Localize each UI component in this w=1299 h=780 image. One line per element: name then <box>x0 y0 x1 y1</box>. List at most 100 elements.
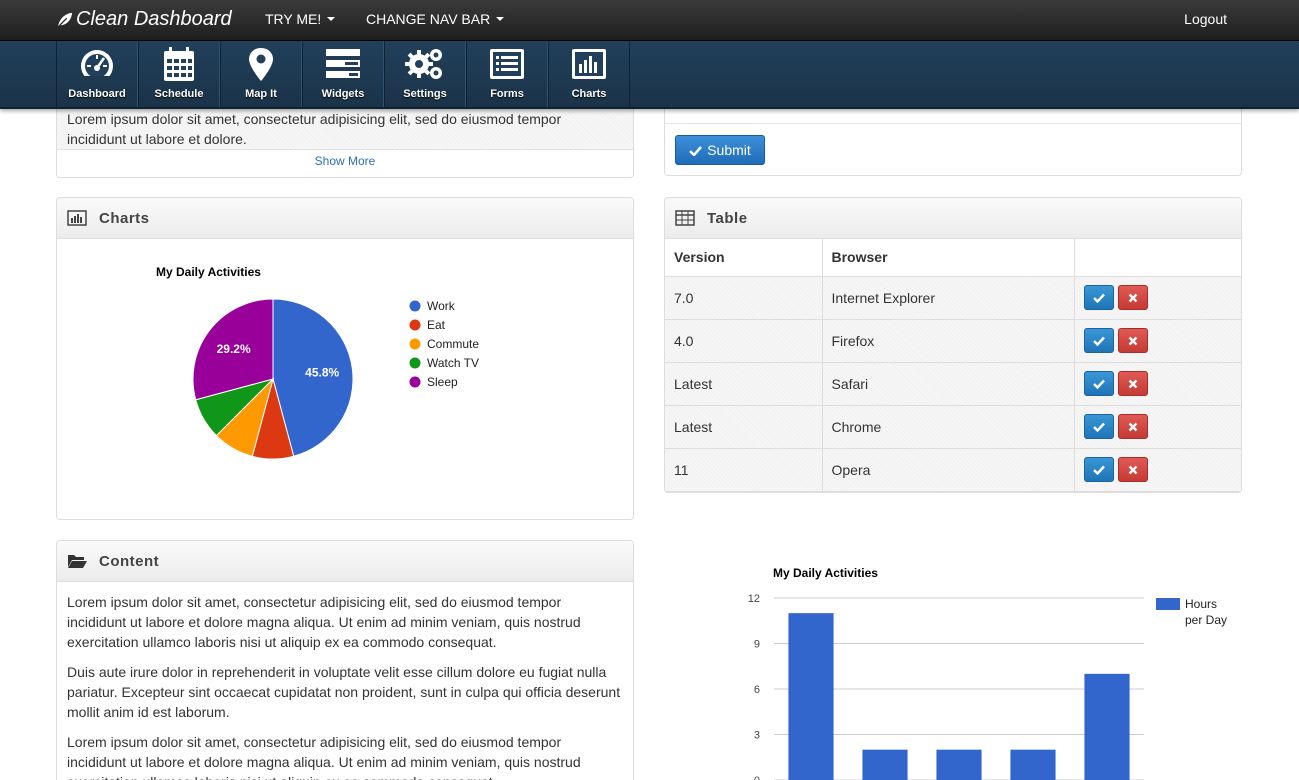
nav-label: Forms <box>490 88 524 100</box>
widgets-icon <box>326 49 360 78</box>
bar-chart-icon <box>67 210 87 226</box>
close-icon <box>1128 422 1137 431</box>
close-icon <box>1128 379 1137 388</box>
check-icon <box>1092 465 1105 475</box>
content-panel-title: Content <box>99 552 160 570</box>
column-header-browser: Browser <box>822 239 1075 277</box>
cell-browser: Internet Explorer <box>822 276 1075 320</box>
table-row: 11 Opera <box>665 448 1241 492</box>
bar-chart-title: My Daily Activities <box>773 566 878 580</box>
content-paragraph: Lorem ipsum dolor sit amet, consectetur … <box>67 734 581 780</box>
check-icon <box>1092 379 1105 389</box>
cell-actions <box>1074 405 1241 449</box>
cell-actions <box>1074 276 1241 320</box>
approve-button[interactable] <box>1083 285 1114 310</box>
close-icon <box>1128 465 1137 474</box>
approve-button[interactable] <box>1083 414 1114 439</box>
bar-sleep[interactable] <box>1084 673 1130 780</box>
table-row: 4.0 Firefox <box>665 319 1241 363</box>
content-paragraph: Duis aute irure dolor in reprehenderit i… <box>67 664 621 720</box>
nav-label: Settings <box>403 88 447 100</box>
cell-browser: Firefox <box>822 319 1075 363</box>
nav-charts[interactable]: Charts <box>548 41 630 107</box>
legend-label: Eat <box>427 318 446 332</box>
bar-commute[interactable] <box>936 749 982 780</box>
legend-dot <box>409 376 421 388</box>
content-paragraph: Lorem ipsum dolor sit amet, consectetur … <box>67 594 581 650</box>
change-nav-bar-menu[interactable]: CHANGE NAV BAR <box>366 11 505 27</box>
approve-button[interactable] <box>1083 328 1114 353</box>
nav-forms[interactable]: Forms <box>466 41 548 107</box>
table-icon <box>675 210 695 226</box>
folder-open-icon <box>68 555 87 568</box>
table-panel-header: Table <box>665 198 1241 239</box>
nav-widgets[interactable]: Widgets <box>302 41 384 107</box>
y-tick-label: 3 <box>754 730 760 742</box>
delete-button[interactable] <box>1117 414 1148 439</box>
close-icon <box>1128 293 1137 302</box>
nav-dashboard[interactable]: Dashboard <box>56 41 138 107</box>
nav-label: Map It <box>245 88 277 100</box>
approve-button[interactable] <box>1083 371 1114 396</box>
bar-eat[interactable] <box>862 749 908 780</box>
caret-down-icon <box>496 17 505 21</box>
calendar-icon <box>164 47 194 81</box>
cell-actions <box>1074 448 1241 492</box>
legend-dot <box>409 319 421 331</box>
delete-button[interactable] <box>1117 371 1148 396</box>
table-row: Latest Chrome <box>665 405 1241 449</box>
show-more-link[interactable]: Show More <box>57 149 633 171</box>
nav-label: Charts <box>571 88 607 100</box>
logout-link[interactable]: Logout <box>1184 11 1227 27</box>
cell-actions <box>1074 319 1241 363</box>
table-header-row: Version Browser <box>665 239 1241 277</box>
content-body: Lorem ipsum dolor sit amet, consectetur … <box>57 582 633 780</box>
approve-button[interactable] <box>1083 457 1114 482</box>
bar-watch-tv[interactable] <box>1010 749 1056 780</box>
bar-chart-icon <box>572 49 606 79</box>
column-header-actions <box>1074 239 1241 277</box>
column-header-version: Version <box>665 239 823 277</box>
nav-settings[interactable]: Settings <box>384 41 466 107</box>
legend-label: Work <box>427 299 456 313</box>
check-icon <box>689 145 703 156</box>
cell-actions <box>1074 362 1241 406</box>
pie-slice-label: 29.2% <box>217 342 251 356</box>
nav-label: Dashboard <box>68 88 126 100</box>
pie-slice-work[interactable] <box>272 298 354 457</box>
legend-dot <box>409 338 421 350</box>
nav-schedule[interactable]: Schedule <box>138 41 220 107</box>
delete-button[interactable] <box>1117 328 1148 353</box>
bar-work[interactable] <box>788 613 834 780</box>
y-tick-label: 0 <box>754 775 760 780</box>
leaf-icon <box>57 12 73 28</box>
table-row: Latest Safari <box>665 362 1241 406</box>
delete-button[interactable] <box>1117 285 1148 310</box>
forms-icon <box>490 49 524 79</box>
form-divider <box>665 123 1241 124</box>
content-panel: Content Lorem ipsum dolor sit amet, cons… <box>56 540 634 780</box>
pie-chart: My Daily Activities 45.8% 29.2% Work Eat Co… <box>156 265 479 460</box>
pie-slice-label: 45.8% <box>305 366 339 380</box>
content-panel-header: Content <box>57 541 633 582</box>
charts-panel-title: Charts <box>99 209 150 227</box>
brand-name: Clean Dashboard <box>76 8 232 30</box>
cell-version: Latest <box>665 405 823 449</box>
pie-chart-title: My Daily Activities <box>156 265 261 279</box>
legend-swatch-hours <box>1156 598 1180 610</box>
legend-label: Watch TV <box>427 356 479 370</box>
delete-button[interactable] <box>1117 457 1148 482</box>
brand-logo[interactable]: Clean Dashboard <box>56 8 232 31</box>
nav-map-it[interactable]: Map It <box>220 41 302 107</box>
nav-label: Schedule <box>154 88 204 100</box>
legend-label-hours-line1: Hours <box>1185 597 1217 611</box>
charts-panel: Charts My Daily Activities 45.8% 29.2% Wo… <box>56 197 634 520</box>
cell-browser: Opera <box>822 448 1075 492</box>
intro-panel: Lorem ipsum dolor sit amet, consectetur … <box>56 100 634 178</box>
charts-panel-header: Charts <box>57 198 633 239</box>
submit-button[interactable]: Submit <box>675 135 765 165</box>
try-me-menu[interactable]: TRY ME! <box>265 11 336 27</box>
top-navbar: Clean Dashboard TRY ME! CHANGE NAV BAR L… <box>0 0 1299 41</box>
pie-slice-sleep[interactable] <box>192 298 274 401</box>
submit-label: Submit <box>707 142 751 158</box>
